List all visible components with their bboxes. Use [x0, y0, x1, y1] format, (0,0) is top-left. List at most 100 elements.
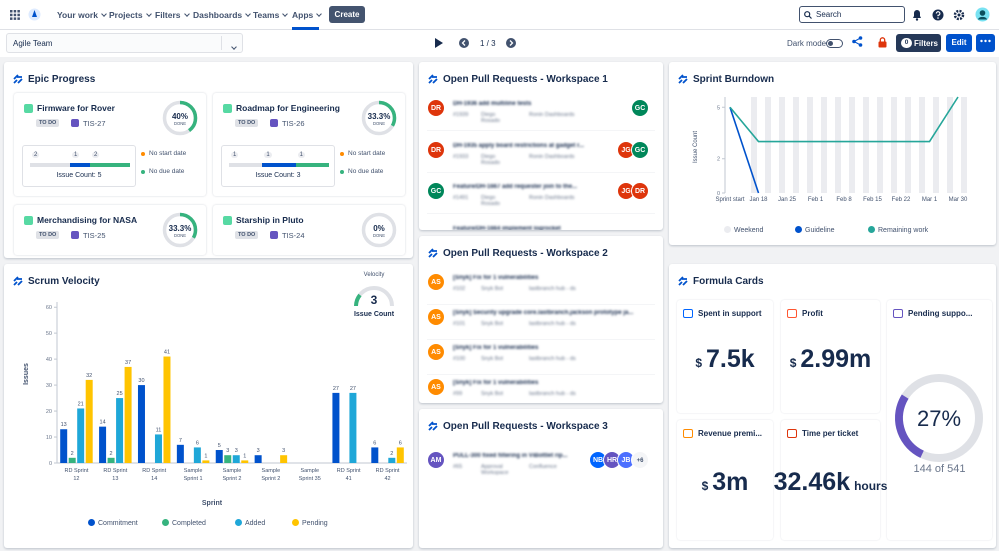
issue-key[interactable]: TIS-26: [282, 119, 305, 128]
play-button[interactable]: [434, 37, 444, 49]
more-icon: [980, 39, 991, 43]
pr-row[interactable]: DR DH-1935 apply board restrictions at ga…: [419, 138, 663, 168]
bar: [202, 460, 210, 463]
pager: 1 / 3: [480, 39, 496, 48]
ring-progress: [162, 100, 198, 136]
reviewer-avatar: JB: [617, 451, 635, 469]
card-icon: [683, 429, 693, 438]
epic-name[interactable]: Merchandising for NASA: [37, 215, 138, 225]
bar: [154, 434, 162, 463]
percent-label: 0%: [373, 224, 385, 233]
logo[interactable]: [28, 8, 41, 21]
legend-swatch: [724, 226, 731, 233]
pr-row[interactable]: AM PULL-300 fixed filtering in ViBottlet …: [419, 448, 663, 478]
pr-row[interactable]: DR DH-1936 add multiline tests #1939 Diego …: [419, 96, 663, 126]
pr-row[interactable]: AS [Snyk] Fix for 1 vulnerabilities #102 Sn…: [419, 270, 663, 300]
status-lozenge: TO DO: [36, 231, 60, 239]
more-button[interactable]: [976, 34, 995, 52]
create-button[interactable]: Create: [329, 6, 365, 23]
user-avatar[interactable]: [975, 7, 990, 22]
pr-row[interactable]: AS [Snyk] Security upgrade core.lastbranc…: [419, 305, 663, 335]
notifications[interactable]: [911, 9, 923, 21]
bar: [349, 392, 357, 463]
value-label: 7: [179, 438, 182, 444]
x-tick-label: Sample Sprint 2: [222, 468, 242, 482]
panel-icon: [428, 248, 438, 258]
card-title: Profit: [802, 309, 823, 318]
nav-item[interactable]: Your work: [57, 10, 106, 20]
lock[interactable]: [878, 37, 887, 48]
date-dot: [141, 170, 145, 174]
dark-mode-toggle[interactable]: [826, 39, 843, 48]
pr-row[interactable]: AS [Snyk] Fix for 1 vulnerabilities #99 Sny…: [419, 375, 663, 403]
pr-number: #102: [453, 286, 466, 292]
epic-card: Roadmap for Engineering TO DO TIS-26 33.3% D…: [213, 93, 405, 196]
y-axis-label: Issue Count: [693, 131, 699, 163]
issue-count: Issue Count: 3: [255, 172, 301, 179]
bar: [77, 408, 85, 463]
pull-requests-panel: Open Pull Requests - Workspace 2 AS [Snyk]…: [419, 236, 663, 403]
dark-mode-label: Dark mode: [787, 39, 827, 48]
weekend-band: [835, 97, 841, 193]
x-tick-label: RD Sprint 42: [375, 468, 400, 482]
pr-repo: lastbranch hub - ds: [529, 356, 576, 362]
nav-item[interactable]: Apps: [292, 10, 321, 20]
panel-icon: [678, 276, 688, 286]
legend-label: Remaining work: [878, 227, 929, 234]
app-switcher[interactable]: [10, 10, 20, 20]
edit-button[interactable]: Edit: [946, 34, 972, 52]
card-value: 3m: [712, 468, 749, 496]
epic-name[interactable]: Firmware for Rover: [37, 103, 115, 113]
icon-shape: [13, 74, 23, 84]
help[interactable]: [932, 9, 944, 21]
series-line: [729, 107, 760, 194]
date-label: No start date: [348, 150, 386, 157]
epic-name[interactable]: Roadmap for Engineering: [236, 103, 340, 113]
nav-item[interactable]: Teams: [253, 10, 287, 20]
x-tick-label: Sample Sprint 2: [261, 468, 281, 482]
x-tick-label: Jan 25: [778, 197, 797, 203]
pr-row[interactable]: AS [Snyk] Fix for 1 vulnerabilities #100 Sn…: [419, 340, 663, 370]
value-label: 6: [399, 440, 402, 446]
prev-button[interactable]: [459, 38, 469, 48]
issue-key[interactable]: TIS-27: [83, 119, 106, 128]
epic-icon: [24, 216, 33, 225]
legend-item: Remaining work: [868, 226, 928, 234]
pr-row[interactable]: GC Feature/DH-1667 add requester join to …: [419, 179, 663, 209]
filters-button[interactable]: 0 Filters: [896, 34, 941, 52]
x-tick-label: RD Sprint 14: [142, 468, 167, 482]
formula-card: Profit $2.99m: [781, 300, 880, 413]
nav-item[interactable]: Dashboards: [193, 10, 250, 20]
card-icon: [893, 309, 903, 318]
y-axis-label: Issues: [23, 363, 30, 385]
pr-row[interactable]: Feature/DH-1664 implement logrocket: [419, 221, 663, 231]
nav-item[interactable]: Filters: [155, 10, 189, 20]
nav-item[interactable]: Projects: [109, 10, 151, 20]
row-divider: [427, 304, 655, 305]
panel-title: Scrum Velocity: [28, 276, 100, 287]
share[interactable]: [852, 36, 863, 47]
x-tick-label: Jan 18: [749, 197, 768, 203]
series-line: [729, 96, 959, 143]
next-button[interactable]: [506, 38, 516, 48]
done-label: DONE: [174, 121, 186, 126]
formula-card: Spent in support $7.5k: [677, 300, 773, 413]
weekend-band: [793, 97, 799, 193]
legend-swatch: [795, 226, 802, 233]
card-icon: [787, 309, 797, 318]
count-segment: [30, 163, 70, 167]
issue-key[interactable]: TIS-24: [282, 231, 305, 240]
search-box[interactable]: Search: [799, 6, 905, 23]
epic-name[interactable]: Starship in Pluto: [236, 215, 304, 225]
issue-type-icon: [270, 119, 278, 127]
gauge-label: 27%: [917, 406, 961, 431]
bar: [280, 455, 288, 463]
settings[interactable]: [953, 9, 965, 21]
done-label: DONE: [373, 233, 385, 238]
board-select[interactable]: Agile Team: [6, 33, 243, 53]
issue-key[interactable]: TIS-25: [83, 231, 106, 240]
issue-type-icon: [71, 119, 79, 127]
row-divider: [427, 213, 655, 214]
card-value: 32.46k: [773, 468, 851, 496]
